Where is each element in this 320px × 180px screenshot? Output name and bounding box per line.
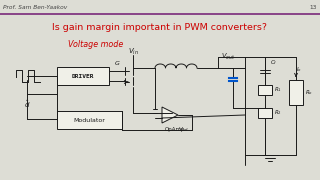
Text: Prof. Sam Ben-Yaakov: Prof. Sam Ben-Yaakov bbox=[3, 4, 67, 10]
Text: G: G bbox=[115, 60, 119, 66]
Text: DRIVER: DRIVER bbox=[72, 73, 94, 78]
Text: OpAmp: OpAmp bbox=[165, 127, 186, 132]
Text: $V_{in}$: $V_{in}$ bbox=[128, 47, 139, 57]
Bar bbox=[57, 67, 109, 85]
Text: Voltage mode: Voltage mode bbox=[68, 39, 123, 48]
Bar bbox=[0, 0, 320, 14]
Text: $R_1$: $R_1$ bbox=[274, 86, 282, 94]
Bar bbox=[57, 111, 122, 129]
Bar bbox=[289, 80, 303, 105]
Text: $I_o$: $I_o$ bbox=[296, 66, 302, 75]
Text: $V_{ref}$: $V_{ref}$ bbox=[178, 126, 189, 134]
Text: $V_{out}$: $V_{out}$ bbox=[221, 52, 235, 62]
Bar bbox=[258, 85, 272, 95]
Bar bbox=[258, 108, 272, 118]
Text: 13: 13 bbox=[310, 4, 317, 10]
Text: $C_f$: $C_f$ bbox=[270, 58, 278, 68]
Text: $\hat{d}$: $\hat{d}$ bbox=[24, 98, 30, 110]
Text: $R_o$: $R_o$ bbox=[305, 89, 313, 97]
Polygon shape bbox=[162, 107, 178, 123]
Text: Modulator: Modulator bbox=[73, 118, 105, 123]
Text: $R_2$: $R_2$ bbox=[274, 109, 282, 118]
Text: Is gain margin important in PWM converters?: Is gain margin important in PWM converte… bbox=[52, 22, 268, 32]
